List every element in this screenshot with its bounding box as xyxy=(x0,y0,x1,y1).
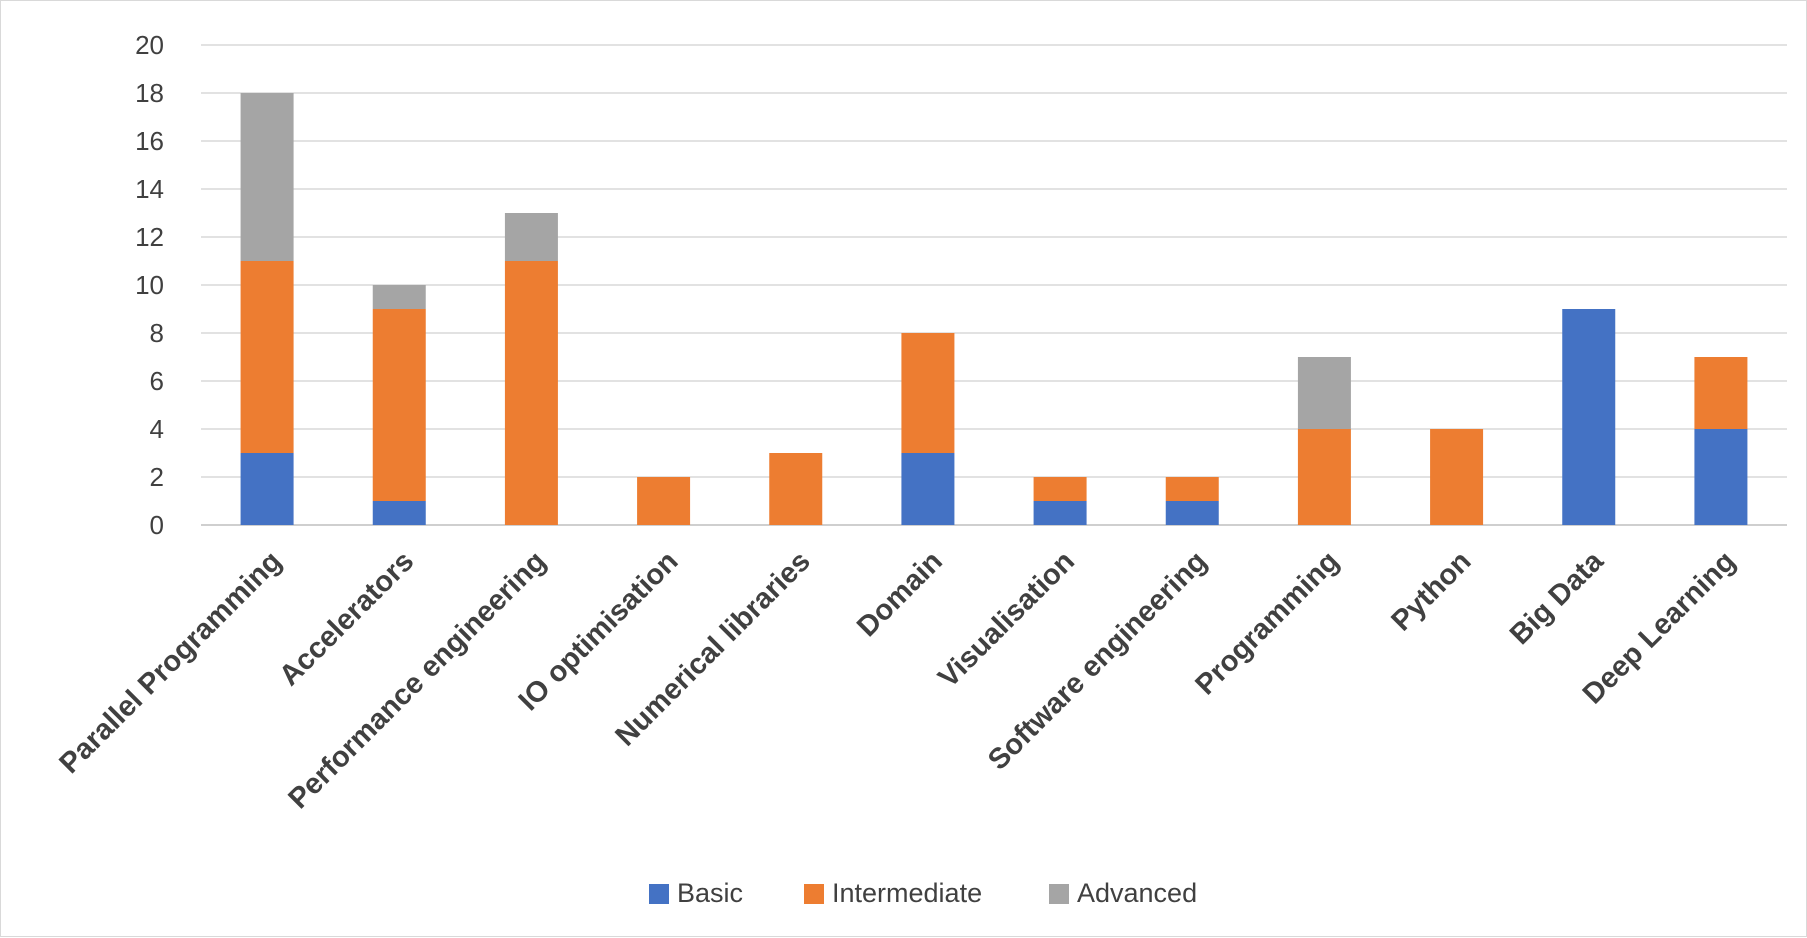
legend-swatch-advanced xyxy=(1049,884,1069,904)
bar-basic-software-engineering xyxy=(1165,501,1219,525)
bar-basic-deep-learning xyxy=(1694,429,1748,525)
bar-intermediate-parallel-programming xyxy=(240,261,294,453)
x-category-label: Visualisation xyxy=(932,545,1081,694)
y-tick-label: 8 xyxy=(150,318,164,348)
x-category-label: Programming xyxy=(1189,545,1345,701)
y-tick-label: 18 xyxy=(135,78,164,108)
legend-swatch-intermediate xyxy=(804,884,824,904)
y-tick-label: 14 xyxy=(135,174,164,204)
gridlines xyxy=(201,44,1787,526)
x-category-label: Python xyxy=(1385,545,1477,637)
y-tick-label: 10 xyxy=(135,270,164,300)
y-tick-label: 4 xyxy=(150,414,164,444)
bar-advanced-performance-engineering xyxy=(504,213,558,261)
legend-label-intermediate: Intermediate xyxy=(832,878,982,908)
bar-intermediate-io-optimisation xyxy=(637,477,691,525)
bar-intermediate-software-engineering xyxy=(1165,477,1219,501)
bar-intermediate-numerical-libraries xyxy=(769,453,823,525)
y-tick-label: 20 xyxy=(135,30,164,60)
x-category-label: Parallel Programming xyxy=(53,545,288,780)
bar-basic-accelerators xyxy=(372,501,426,525)
legend-swatch-basic xyxy=(649,884,669,904)
y-tick-label: 16 xyxy=(135,126,164,156)
bar-basic-domain xyxy=(901,453,955,525)
x-category-label: Software engineering xyxy=(982,545,1213,776)
x-category-label: Big Data xyxy=(1504,545,1610,651)
legend-label-advanced: Advanced xyxy=(1077,878,1197,908)
y-tick-label: 0 xyxy=(150,510,164,540)
bar-intermediate-python xyxy=(1430,429,1484,525)
legend-label-basic: Basic xyxy=(677,878,743,908)
bar-intermediate-accelerators xyxy=(372,309,426,501)
bar-intermediate-domain xyxy=(901,333,955,453)
bar-intermediate-deep-learning xyxy=(1694,357,1748,429)
y-axis-tick-labels: 0 2 4 6 8 10 12 14 16 18 20 xyxy=(135,30,164,540)
bar-basic-parallel-programming xyxy=(240,453,294,525)
y-tick-label: 2 xyxy=(150,462,164,492)
bar-intermediate-visualisation xyxy=(1033,477,1087,501)
bar-advanced-parallel-programming xyxy=(240,93,294,261)
bar-intermediate-programming xyxy=(1297,429,1351,525)
bar-advanced-accelerators xyxy=(372,285,426,309)
x-category-label: Performance engineering xyxy=(282,545,552,815)
x-category-label: Domain xyxy=(851,545,949,643)
x-axis-category-labels: Parallel ProgrammingAcceleratorsPerforma… xyxy=(53,545,1741,816)
bars xyxy=(240,93,1748,525)
bar-basic-big-data xyxy=(1562,309,1616,525)
y-tick-label: 12 xyxy=(135,222,164,252)
bar-intermediate-performance-engineering xyxy=(504,261,558,525)
x-category-label: Accelerators xyxy=(273,545,420,692)
legend: Basic Intermediate Advanced xyxy=(649,878,1197,908)
bar-advanced-programming xyxy=(1297,357,1351,429)
bar-basic-visualisation xyxy=(1033,501,1087,525)
y-tick-label: 6 xyxy=(150,366,164,396)
